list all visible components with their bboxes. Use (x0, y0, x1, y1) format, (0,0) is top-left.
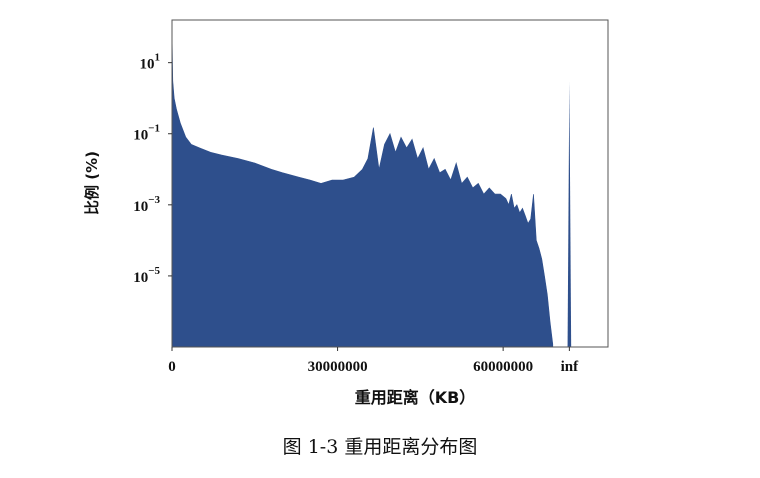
y-tick-label: 101 (140, 52, 161, 73)
plot-area (171, 30, 572, 348)
x-tick-label: 30000000 (308, 359, 368, 375)
plot-frame (171, 19, 609, 348)
y-axis: 101 10−1 10−3 10−5 (133, 52, 172, 286)
x-axis: 0 30000000 60000000 inf (168, 347, 579, 375)
x-axis-label: 重用距离（KB） (355, 388, 476, 407)
y-axis-label: 比例 (%) (83, 151, 101, 215)
chart: 0 30000000 60000000 inf 101 10−1 10−3 10−5 比例 … (83, 19, 609, 407)
y-tick-label: 10−1 (133, 123, 160, 144)
figure-caption: 图 1-3 重用距离分布图 (282, 436, 478, 458)
x-tick-label: 60000000 (473, 359, 533, 375)
inf-spike (567, 81, 572, 347)
y-tick-label: 10−5 (133, 265, 160, 286)
y-tick-label: 10−3 (133, 194, 160, 215)
distribution-area-0 (171, 30, 554, 348)
x-tick-label: 0 (168, 359, 176, 375)
x-tick-label: inf (561, 359, 580, 375)
